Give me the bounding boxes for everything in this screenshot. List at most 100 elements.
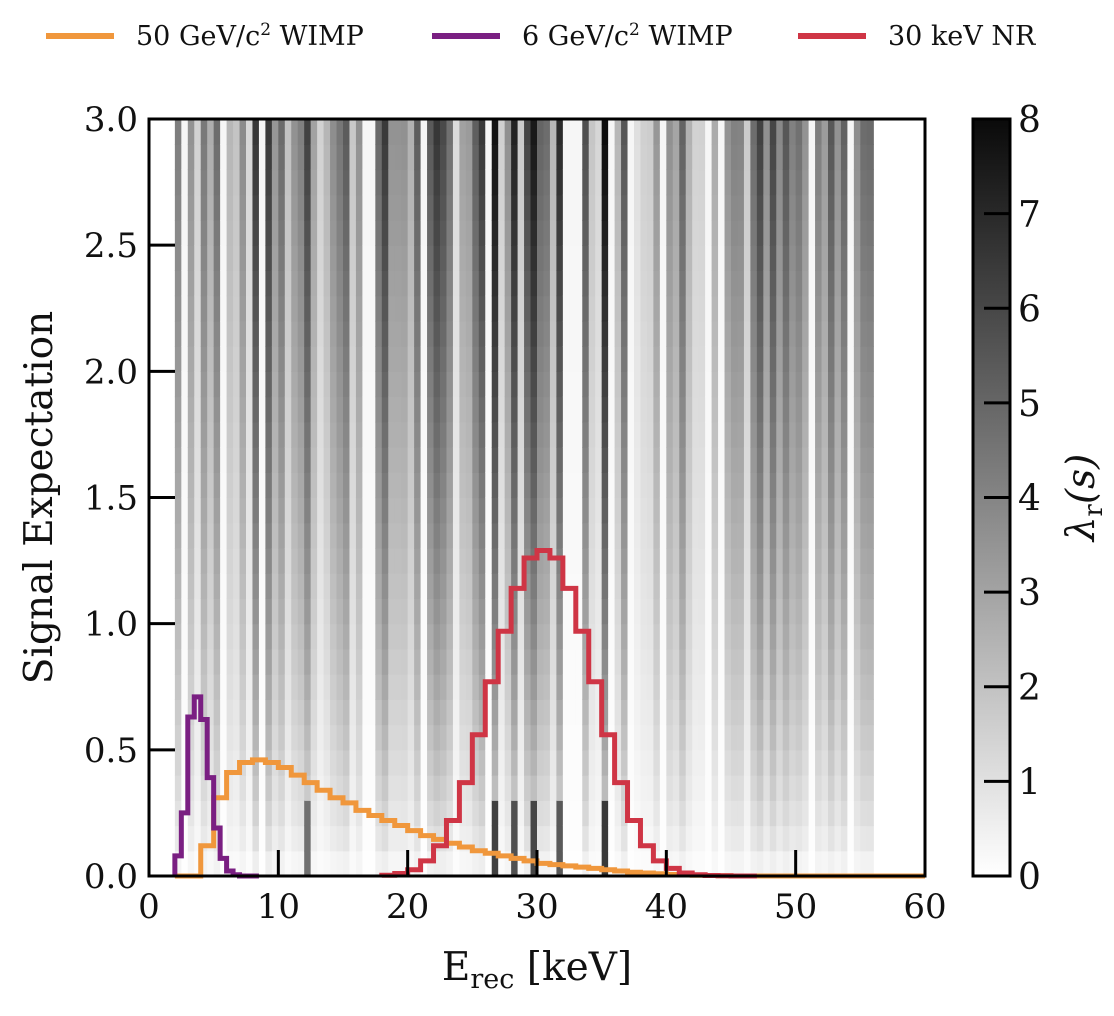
heatmap-cell [672, 547, 680, 574]
heatmap-cell [265, 674, 273, 700]
heatmap-cell [362, 245, 370, 271]
heatmap-cell [821, 472, 829, 499]
heatmap-cell [511, 169, 519, 196]
heatmap-cell [440, 295, 448, 322]
heatmap-cell [284, 447, 292, 473]
heatmap-cell [291, 497, 299, 524]
heatmap-cell [705, 320, 713, 347]
heatmap-cell [847, 497, 855, 524]
heatmap-cell [459, 497, 467, 524]
heatmap-cell [498, 699, 506, 726]
heatmap-cell [562, 320, 570, 347]
heatmap-cell [355, 421, 363, 448]
heatmap-cell [452, 119, 460, 145]
heatmap-cell [226, 371, 234, 398]
heatmap-cell [711, 724, 719, 751]
heatmap-cell [588, 598, 596, 625]
heatmap-cell [181, 320, 189, 347]
heatmap-cell [608, 219, 616, 246]
heatmap-cell [304, 648, 312, 675]
heatmap-cell [446, 648, 454, 675]
heatmap-cell [343, 547, 351, 574]
heatmap-cell [537, 825, 545, 852]
heatmap-cell [802, 270, 810, 297]
heatmap-cell [265, 699, 273, 726]
heatmap-cell [187, 346, 195, 372]
heatmap-cell [174, 194, 182, 221]
heatmap-cell [330, 598, 338, 625]
heatmap-cell [595, 800, 603, 827]
heatmap-cell [808, 623, 816, 650]
heatmap-cell [705, 472, 713, 499]
heatmap-cell [588, 421, 596, 448]
heatmap-cell [336, 598, 344, 625]
heatmap-cell [672, 850, 680, 877]
heatmap-cell [271, 295, 279, 322]
heatmap-cell [815, 472, 823, 499]
heatmap-cell [834, 775, 842, 801]
heatmap-cell [427, 119, 435, 145]
heatmap-cell [562, 421, 570, 448]
heatmap-cell [530, 623, 538, 650]
heatmap-cell [672, 295, 680, 322]
heatmap-cell [672, 497, 680, 524]
heatmap-cell [433, 497, 441, 524]
heatmap-cell [840, 421, 848, 448]
heatmap-cell [375, 775, 383, 801]
heatmap-cell [853, 800, 861, 827]
heatmap-cell [640, 800, 648, 827]
legend-label-50gev: 50 GeV/c2 WIMP [136, 20, 364, 52]
heatmap-cell [394, 724, 402, 751]
heatmap-cell [297, 371, 305, 398]
heatmap-cell [711, 346, 719, 372]
heatmap-cell [194, 320, 202, 347]
heatmap-cell [698, 144, 706, 171]
heatmap-cell [330, 547, 338, 574]
heatmap-cell [621, 749, 629, 776]
heatmap-cell [640, 245, 648, 271]
x-tick-label: 0 [138, 887, 160, 927]
heatmap-cell [381, 421, 389, 448]
heatmap-cell [226, 169, 234, 196]
heatmap-cell [769, 346, 777, 372]
heatmap-cell [446, 623, 454, 650]
heatmap-cell [355, 850, 363, 877]
heatmap-cell [672, 749, 680, 776]
heatmap-cell [323, 346, 331, 372]
heatmap-cell [440, 245, 448, 271]
heatmap-cell [207, 447, 215, 473]
heatmap-cell [769, 547, 777, 574]
heatmap-cell [776, 245, 784, 271]
heatmap-cell [705, 674, 713, 700]
heatmap-cell [808, 547, 816, 574]
heatmap-cell [394, 850, 402, 877]
heatmap-cell [291, 119, 299, 145]
heatmap-cell [420, 447, 428, 473]
heatmap-cell [517, 447, 525, 473]
heatmap-cell [737, 245, 745, 271]
heatmap-cell [549, 219, 557, 246]
heatmap-cell [634, 219, 642, 246]
heatmap-cell [582, 547, 590, 574]
heatmap-cell [258, 850, 266, 877]
heatmap-cell [368, 547, 376, 574]
heatmap-cell [640, 724, 648, 751]
heatmap-cell [776, 194, 784, 221]
heatmap-cell [465, 245, 473, 271]
heatmap-cell [452, 421, 460, 448]
heatmap-cell [401, 648, 409, 675]
heatmap-cell [724, 396, 732, 423]
heatmap-cell [297, 547, 305, 574]
heatmap-cell [498, 421, 506, 448]
heatmap-cell [705, 522, 713, 549]
heatmap-cell [181, 270, 189, 297]
heatmap-cell [459, 699, 467, 726]
heatmap-cell [368, 194, 376, 221]
legend-item-6gev: 6 GeV/c2 WIMP [432, 20, 733, 52]
heatmap-cell [368, 699, 376, 726]
heatmap-cell [446, 295, 454, 322]
heatmap-cell [271, 800, 279, 827]
heatmap-cell [511, 850, 519, 877]
heatmap-cell [291, 800, 299, 827]
heatmap-cell [731, 219, 739, 246]
